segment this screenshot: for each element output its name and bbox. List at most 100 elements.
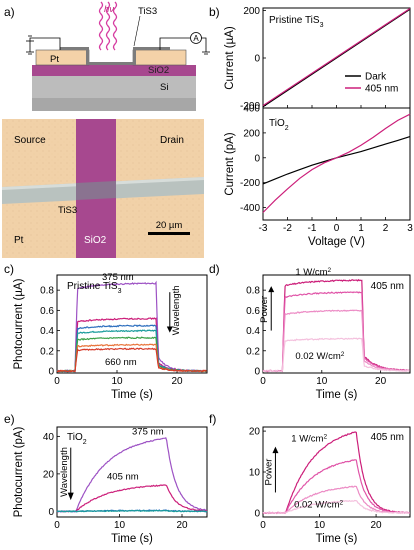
annotation-405nm: 405 nm [107,472,139,483]
annotation-low-power: 0.02 W/cm2 [295,350,344,362]
y-tick-label: 0 [48,366,54,377]
scale-bar [148,232,190,235]
photocurrent-trace [262,499,410,515]
y-tick-label: 20 [43,469,55,480]
micrograph-pt-label: Pt [14,235,24,246]
si-substrate-shade [32,98,196,111]
wire-right [159,37,190,50]
wire-left [29,37,61,52]
device-schematic: A hν TiS3 Pt SiO2 Si [26,1,210,111]
y-axis-label: Photocurrent (pA) [13,426,25,517]
plot-title: 405 nm [371,432,404,443]
x-tick-label: 0 [334,223,340,234]
x-tick-label: 10 [114,520,126,531]
y-tick-label: 0 [254,153,260,164]
x-tick-label: 20 [171,376,183,387]
y-tick-label: -200 [240,101,260,112]
x-tick-label: 0 [260,520,266,531]
x-tick-label: 0 [54,376,60,387]
iv-plot-pristine: -200 0 200 Current (µA) Pristine TiS3 Dark405… [224,6,411,112]
y-tick-label: 10 [249,468,261,479]
y-axis-label: Current (µA) [224,26,236,90]
wire-ammeter [201,37,207,52]
iv-curve-405-nm [262,113,411,213]
plot-title: Pristine TiS3 [67,281,122,295]
photocurrent-trace [262,337,410,373]
panel-label-f: f) [209,412,216,426]
y-tick-label: 0 [254,366,260,377]
annotation-high-power: 1 W/cm2 [291,433,327,445]
panel-label-c: c) [4,262,14,276]
y-tick-label: -200 [240,178,260,189]
plot-title: 405 nm [371,281,404,292]
x-tick-label: -1 [308,223,317,234]
y-tick-label: 0.6 [40,306,54,317]
panel-label-a: a) [4,5,15,19]
iv-plot-tio2: -3 -2 -1 0 1 2 3 -400 -200 0 200 400 Voltage (V) Curr… [224,104,413,249]
photocurrent-plot-power-tis3: 0 10 20 0 0.2 0.4 0.6 0.8 Time (s) 405 nm 1 W/cm2 0… [246,267,411,401]
arrow-head-up [272,446,279,454]
photocurrent-trace [56,509,208,513]
y-tick-label: -400 [240,203,260,214]
x-axis-label: Time (s) [111,389,153,401]
annotation-power: Power [263,459,274,486]
x-tick-label: -2 [283,223,292,234]
y-tick-label: 0 [254,508,260,519]
annotation-375nm: 375 nm [132,427,164,438]
photocurrent-trace [56,437,208,513]
photocurrent-plot-power-tio2: 0 10 20 0 10 20 Time (s) 405 nm 1 W/cm2 0.02 W/cm… [249,426,411,545]
ammeter-label: A [193,34,199,43]
panel-label-d: d) [209,262,220,276]
plot-title: Pristine TiS3 [269,15,324,29]
y-tick-label: 0.4 [40,326,54,337]
channel-overlap [76,181,116,200]
plot-frame [56,426,208,518]
tis3-pointer [133,15,141,47]
light-label: hν [104,4,114,15]
y-tick-label: 20 [249,427,261,438]
x-tick-label: 0 [260,376,266,387]
x-tick-label: 0 [54,520,60,531]
x-axis-label: Voltage (V) [308,236,365,248]
sio2-layer [32,65,196,76]
x-tick-label: 2 [383,223,389,234]
iv-curve-dark [262,136,411,185]
x-axis-label: Time (s) [316,533,358,545]
iv-curve-dark [262,8,411,108]
x-tick-label: 3 [407,223,413,234]
x-tick-label: 10 [111,376,123,387]
annotation-wavelength: Wavelength [171,285,182,335]
arrow-head-down [166,326,173,333]
tis3-ribbon [60,47,170,65]
y-tick-label: 0.8 [246,286,260,297]
arrow-head-up [268,286,275,293]
photocurrent-plot-wavelength-tis3: 0 10 20 0 0.2 0.4 0.6 0.8 Time (s) Photocurrent (… [13,272,208,401]
y-tick-label: 0.2 [40,346,54,357]
y-tick-label: 0.8 [40,286,54,297]
y-tick-label: 0.4 [246,326,260,337]
x-tick-label: 20 [375,376,387,387]
drain-label: Drain [160,135,184,146]
scale-bar-label: 20 µm [156,220,183,231]
y-tick-label: 0.6 [246,306,260,317]
plot-frame [56,274,208,374]
pt-contact-right [132,49,187,66]
x-tick-label: 10 [316,376,328,387]
legend-label: 405 nm [365,84,398,95]
plot-title: TiO2 [269,118,289,132]
plot-title: TiO2 [67,432,87,446]
photocurrent-plot-wavelength-tio2: 0 10 20 0 20 40 Time (s) Photocurrent (pA) TiO2 3… [13,426,208,545]
annotation-low-power: 0.02 W/cm2 [294,499,343,511]
y-tick-label: 40 [43,432,55,443]
schematic-sio2-label: SiO2 [148,65,169,76]
y-tick-label: 0 [48,507,54,518]
light-beam-2 [105,1,111,51]
legend-label: Dark [365,72,387,83]
light-beam-3 [112,1,118,51]
y-tick-label: 0 [254,54,260,65]
x-tick-label: 10 [314,520,326,531]
photocurrent-trace [56,484,207,513]
annotation-power: Power [259,296,270,323]
annotation-high-power: 1 W/cm2 [295,267,331,279]
